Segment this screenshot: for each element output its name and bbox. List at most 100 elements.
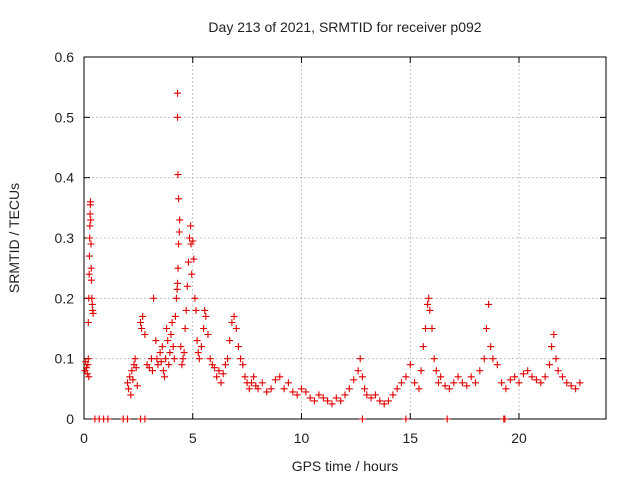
data-point: [502, 385, 510, 393]
data-point: [419, 343, 427, 351]
data-point: [458, 379, 466, 387]
data-point: [515, 379, 523, 387]
data-point: [202, 312, 210, 320]
data-point: [204, 331, 212, 338]
data-point: [163, 325, 171, 332]
data-point: [201, 306, 209, 314]
data-point: [443, 415, 451, 423]
data-point: [280, 385, 288, 393]
data-point: [127, 391, 135, 399]
data-point: [161, 373, 168, 381]
data-point: [341, 391, 349, 399]
data-point: [501, 415, 509, 423]
data-point: [172, 294, 180, 302]
data-point: [245, 385, 253, 393]
data-point: [258, 379, 266, 387]
data-point: [271, 376, 279, 384]
data-point: [524, 367, 532, 375]
data-point: [428, 325, 436, 332]
data-point: [194, 349, 202, 357]
data-point: [189, 237, 197, 245]
data-point: [219, 370, 227, 378]
data-point: [528, 373, 536, 381]
data-point: [354, 367, 362, 375]
data-point: [154, 361, 162, 369]
data-point: [345, 385, 353, 393]
data-point: [85, 252, 93, 260]
data-point: [289, 388, 297, 396]
data-point: [87, 264, 95, 272]
data-point: [191, 294, 199, 302]
data-point: [411, 379, 419, 387]
data-point: [332, 394, 340, 402]
data-point: [554, 367, 562, 375]
data-point: [174, 171, 182, 179]
data-point: [83, 364, 91, 372]
data-point: [406, 361, 414, 369]
data-point: [315, 391, 323, 399]
y-tick-label: 0.4: [55, 170, 75, 186]
data-point: [426, 306, 434, 314]
data-point: [376, 397, 384, 405]
x-tick-label: 15: [402, 430, 418, 446]
data-point: [175, 240, 183, 248]
data-point: [234, 343, 242, 351]
data-point: [153, 355, 161, 363]
data-point: [87, 276, 95, 284]
data-point: [463, 382, 471, 390]
data-point: [417, 367, 425, 375]
data-point: [276, 373, 284, 381]
data-point: [141, 331, 149, 338]
data-point: [84, 319, 92, 326]
data-point: [183, 282, 191, 290]
data-point: [298, 385, 305, 393]
data-point: [567, 382, 575, 390]
data-point: [190, 255, 198, 263]
data-point: [167, 331, 175, 338]
y-tick-label: 0.2: [55, 290, 75, 306]
data-point: [157, 358, 165, 366]
data-point: [182, 306, 190, 314]
data-point: [393, 385, 401, 393]
data-point: [228, 319, 236, 326]
y-tick-label: 0.1: [55, 351, 75, 367]
data-point: [175, 195, 183, 203]
data-point: [138, 325, 146, 332]
data-point: [552, 355, 560, 363]
data-point: [519, 370, 527, 378]
data-point: [175, 228, 183, 236]
data-point: [441, 382, 449, 390]
data-point: [87, 198, 94, 206]
data-point: [402, 415, 410, 423]
data-point: [487, 343, 495, 351]
data-point: [184, 258, 192, 266]
data-point: [541, 373, 549, 381]
data-point: [576, 379, 584, 387]
data-point: [415, 385, 423, 393]
data-point: [131, 355, 139, 363]
data-point: [241, 373, 249, 381]
data-point: [563, 379, 571, 387]
data-point: [435, 379, 442, 387]
data-point: [422, 325, 429, 332]
y-tick-label: 0: [66, 411, 74, 427]
data-point: [192, 306, 200, 314]
data-point: [87, 216, 95, 224]
data-point: [432, 367, 440, 375]
data-point: [169, 343, 177, 351]
data-point: [213, 373, 221, 381]
data-point: [493, 361, 501, 369]
data-point: [125, 385, 133, 393]
data-point: [548, 343, 556, 351]
data-point: [358, 373, 366, 381]
data-point: [437, 373, 445, 381]
data-point: [83, 370, 91, 378]
y-tick-label: 0.5: [55, 109, 75, 125]
data-point: [186, 234, 193, 242]
data-point: [158, 343, 166, 351]
x-tick-label: 20: [511, 430, 527, 446]
data-point: [485, 300, 493, 308]
data-point: [166, 349, 174, 357]
data-point: [176, 216, 184, 224]
